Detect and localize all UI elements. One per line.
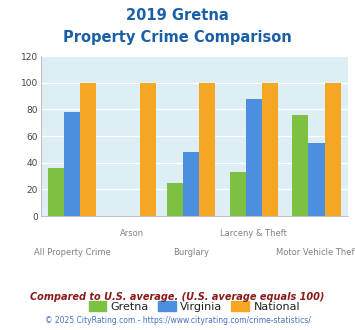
Bar xyxy=(167,183,183,216)
Legend: Gretna, Virginia, National: Gretna, Virginia, National xyxy=(84,297,305,316)
Bar xyxy=(230,172,246,216)
Text: Compared to U.S. average. (U.S. average equals 100): Compared to U.S. average. (U.S. average … xyxy=(30,292,325,302)
Bar xyxy=(140,83,155,216)
Bar xyxy=(64,112,80,216)
Text: Burglary: Burglary xyxy=(173,248,209,257)
Text: © 2025 CityRating.com - https://www.cityrating.com/crime-statistics/: © 2025 CityRating.com - https://www.city… xyxy=(45,316,310,325)
Bar xyxy=(262,83,278,216)
Text: Larceny & Theft: Larceny & Theft xyxy=(220,229,287,238)
Bar xyxy=(293,115,308,216)
Bar xyxy=(308,143,324,216)
Bar xyxy=(80,83,96,216)
Text: Property Crime Comparison: Property Crime Comparison xyxy=(63,30,292,45)
Bar xyxy=(199,83,215,216)
Text: Arson: Arson xyxy=(120,229,144,238)
Bar xyxy=(324,83,340,216)
Bar xyxy=(48,168,64,216)
Bar xyxy=(246,99,262,216)
Text: Motor Vehicle Theft: Motor Vehicle Theft xyxy=(276,248,355,257)
Text: All Property Crime: All Property Crime xyxy=(34,248,111,257)
Bar xyxy=(183,152,199,216)
Text: 2019 Gretna: 2019 Gretna xyxy=(126,8,229,23)
